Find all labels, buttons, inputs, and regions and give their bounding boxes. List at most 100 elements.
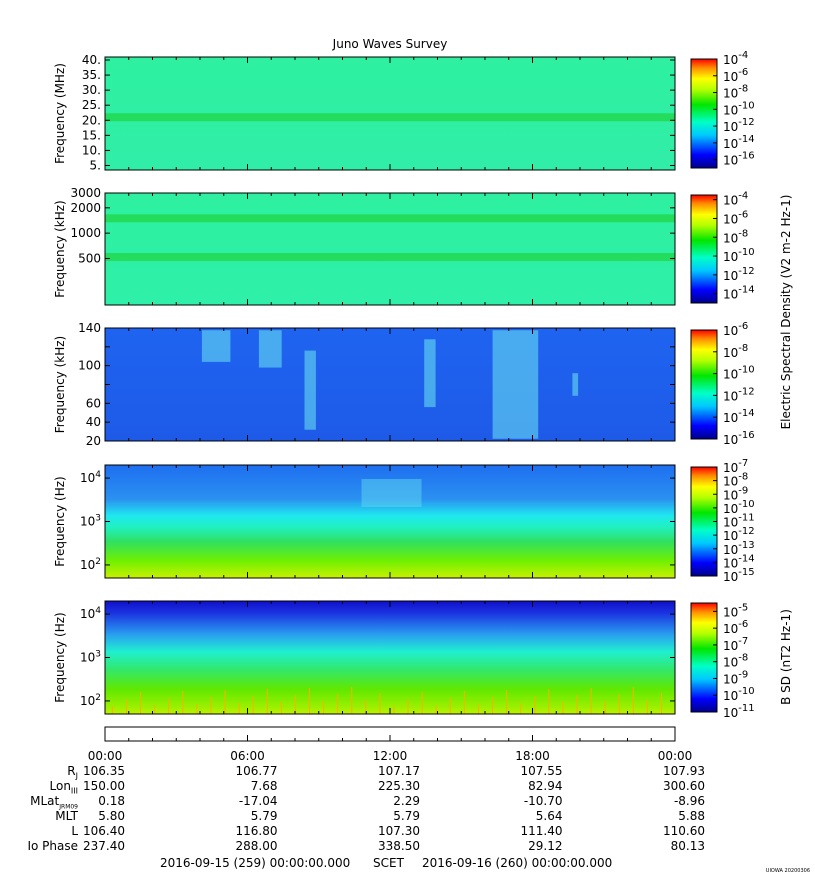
- footer-end-time: 2016-09-16 (260) 00:00:00.000: [422, 856, 613, 870]
- cbar-label-4-2: 10-8: [723, 472, 748, 489]
- ephemeris-value: 5.88: [678, 809, 705, 823]
- ytick-label-3-3: 60: [86, 396, 101, 410]
- ephemeris-value: 80.13: [670, 839, 705, 853]
- cbar-label-1-4: 10-10: [723, 100, 755, 117]
- ytick-label-4-3: 104: [80, 470, 101, 485]
- cbar-label-4-8: 10-14: [723, 553, 755, 570]
- colorbar-2: [690, 194, 718, 304]
- ytick-label-1-3: 15.: [82, 128, 101, 142]
- cbar-label-5-6: 10-10: [723, 686, 755, 703]
- cbar-label-5-3: 10-7: [723, 636, 748, 653]
- emission-band-1-1: [105, 113, 675, 122]
- ephemeris-value: 107.30: [378, 824, 420, 838]
- ytick-label-1-5: 25.: [82, 98, 101, 112]
- colorbar-1: [690, 58, 718, 169]
- emission-burst-6: [572, 373, 579, 396]
- ephemeris-value: 300.60: [663, 779, 705, 793]
- cbar-label-5-2: 10-6: [723, 619, 748, 636]
- ephemeris-label-3: MLatJRM09: [30, 794, 78, 811]
- cbar-label-3-4: 10-12: [723, 386, 755, 403]
- ylabel-3: Frequency (kHz): [53, 336, 67, 433]
- time-label-4: 18:00: [515, 749, 550, 763]
- cbar-label-1-5: 10-12: [723, 117, 755, 134]
- footer-scet-label: SCET: [373, 856, 404, 870]
- ephemeris-value: 338.50: [378, 839, 420, 853]
- cbar-label-3-5: 10-14: [723, 408, 755, 425]
- time-label-5: 00:00: [658, 749, 693, 763]
- cbar-label-5-7: 10-11: [723, 703, 755, 720]
- ephemeris-value: 106.77: [235, 764, 278, 778]
- ephemeris-value: 225.30: [378, 779, 420, 793]
- emission-burst-5: [492, 330, 539, 439]
- ephemeris-value: 111.40: [520, 824, 563, 838]
- ephemeris-value: 107.93: [663, 764, 705, 778]
- cbar-label-2-4: 10-10: [723, 247, 755, 264]
- ytick-label-5-1: 102: [80, 693, 101, 708]
- emission-burst-2: [258, 330, 282, 368]
- spectrogram-2: [105, 193, 675, 305]
- ephemeris-value: 82.94: [528, 779, 563, 793]
- ephemeris-label-6: Io Phase: [27, 839, 78, 853]
- ytick-label-2-2: 1000: [70, 226, 101, 240]
- ephemeris-value: 0.18: [98, 794, 125, 808]
- ephemeris-value: 110.60: [663, 824, 705, 838]
- cbar-label-2-3: 10-8: [723, 228, 748, 245]
- colorbar-4: [690, 466, 718, 577]
- ephemeris-value: 5.79: [393, 809, 420, 823]
- ytick-label-1-1: 5.: [90, 158, 101, 172]
- ytick-label-4-2: 103: [80, 514, 101, 529]
- ylabel-2: Frequency (kHz): [53, 200, 67, 297]
- ephemeris-label-4: MLT: [55, 809, 78, 823]
- cbar-label-4-3: 10-9: [723, 485, 748, 502]
- ephemeris-value: 5.64: [535, 809, 563, 823]
- ephemeris-value: 237.40: [83, 839, 125, 853]
- ytick-label-1-6: 30.: [82, 83, 101, 97]
- emission-band-2-1: [105, 214, 675, 223]
- panel-1: 5.10.15.20.25.30.35.40. Frequency (MHz) 10…: [53, 50, 755, 172]
- emission-burst-lfr: [361, 479, 422, 507]
- cbar-label-2-6: 10-14: [723, 285, 755, 302]
- cbar-label-4-1: 10-7: [723, 458, 748, 475]
- time-label-1: 00:00: [88, 749, 123, 763]
- ephemeris-label-5: L: [71, 824, 78, 838]
- ytick-label-3-2: 40: [86, 415, 101, 429]
- ytick-label-2-4: 3000: [70, 186, 101, 200]
- cbar-label-2-2: 10-6: [723, 209, 748, 226]
- ephemeris-value: -8.96: [673, 794, 705, 808]
- colorbar-title-magnetic: B SD (nT2 Hz-1): [779, 609, 793, 705]
- cbar-label-3-1: 10-6: [723, 321, 748, 338]
- cbar-label-4-9: 10-15: [723, 567, 755, 584]
- cbar-label-1-2: 10-6: [723, 67, 748, 84]
- ylabel-5: Frequency (Hz): [53, 612, 67, 703]
- cbar-label-2-1: 10-4: [723, 191, 748, 208]
- cbar-label-3-6: 10-16: [723, 430, 755, 447]
- ytick-label-1-4: 20.: [82, 113, 101, 127]
- emission-band-2-2: [105, 253, 675, 262]
- ephemeris-value: 107.17: [378, 764, 420, 778]
- cbar-label-4-4: 10-10: [723, 499, 755, 516]
- ytick-label-1-7: 35.: [82, 68, 101, 82]
- colorbar-5: [690, 602, 718, 713]
- cbar-label-2-5: 10-12: [723, 266, 755, 283]
- emission-burst-1: [201, 330, 231, 362]
- ephemeris-value: 29.12: [528, 839, 563, 853]
- cbar-label-4-5: 10-11: [723, 513, 755, 530]
- ephemeris-value: 106.35: [83, 764, 125, 778]
- chart-title: Juno Waves Survey: [332, 37, 448, 51]
- ytick-label-4-1: 102: [80, 557, 101, 572]
- spectrogram-5: [105, 601, 675, 714]
- ytick-label-5-2: 103: [80, 650, 101, 665]
- ephemeris-value: 288.00: [235, 839, 278, 853]
- cbar-label-5-1: 10-5: [723, 602, 748, 619]
- ephemeris-value: 116.80: [235, 824, 278, 838]
- ytick-label-2-1: 500: [78, 251, 101, 265]
- cbar-label-1-3: 10-8: [723, 84, 748, 101]
- emission-burst-4: [424, 339, 436, 408]
- ytick-label-3-5: 100: [78, 359, 101, 373]
- ephemeris-value: -17.04: [238, 794, 278, 808]
- ylabel-1: Frequency (MHz): [53, 63, 67, 164]
- colorbar-title-electric: Electric Spectral Density (V2 m-2 Hz-1): [779, 195, 793, 430]
